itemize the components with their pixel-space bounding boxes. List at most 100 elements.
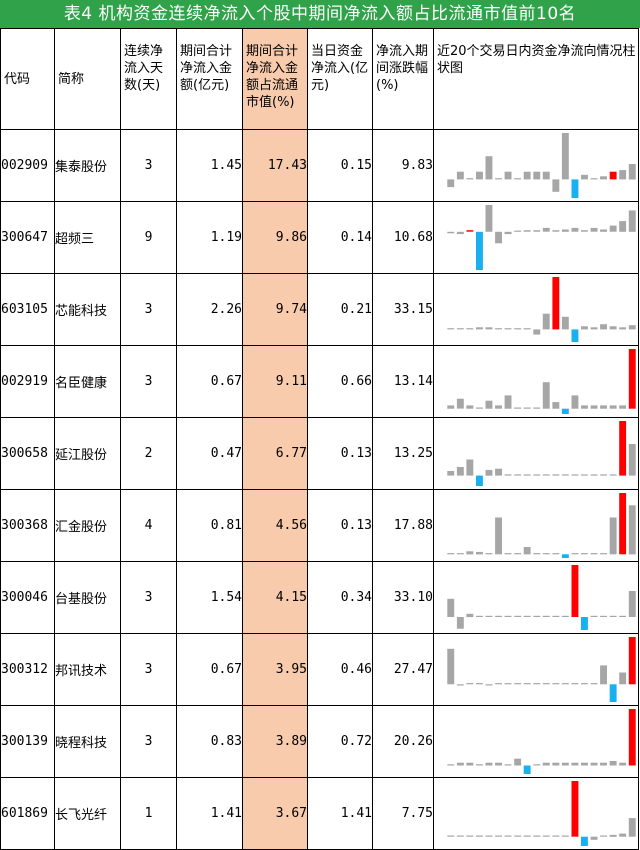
flow-bar [561, 554, 569, 558]
flow-bar [514, 758, 522, 766]
flow-bar [609, 405, 617, 409]
flow-bar [456, 762, 464, 766]
flow-bar [590, 762, 598, 766]
table-row: 002909 集泰股份 3 1.45 17.43 0.15 9.83 [0, 129, 639, 202]
cell-days: 9 [120, 201, 177, 274]
cell-ratio: 3.95 [242, 633, 308, 706]
flow-bar [590, 615, 598, 617]
flow-bar [542, 227, 550, 232]
flow-bar [619, 170, 627, 180]
flow-bar [590, 327, 598, 330]
flow-bar [609, 615, 617, 617]
flow-bar [571, 329, 579, 342]
cell-ratio: 4.15 [242, 561, 308, 634]
flow-bar [619, 833, 627, 837]
header-row: 代码 简称 连续净流入天数(天) 期间合计净流入金额(亿元) 期间合计净流入金额… [0, 28, 639, 130]
flow-bar [571, 565, 579, 617]
cell-sparkline [433, 777, 639, 850]
cell-ratio: 3.67 [242, 777, 308, 850]
flow-bar-chart [447, 637, 636, 702]
flow-bar [542, 313, 550, 330]
flow-bar [523, 407, 531, 409]
flow-bar [542, 553, 550, 555]
flow-bar [619, 493, 627, 555]
cell-change: 13.14 [372, 345, 434, 418]
flow-bar [447, 328, 455, 330]
cell-name: 邦讯技术 [54, 633, 121, 706]
flow-bar [456, 171, 464, 180]
cell-ratio: 9.74 [242, 273, 308, 346]
flow-bar [495, 231, 502, 244]
flow-bar [514, 407, 522, 409]
flow-bar [590, 227, 598, 232]
flow-bar [619, 421, 627, 476]
flow-bar [619, 221, 627, 232]
flow-bar [590, 178, 598, 180]
cell-sparkline [433, 273, 639, 346]
flow-bar [552, 762, 560, 766]
flow-bar [581, 405, 588, 409]
flow-bar [514, 328, 522, 330]
cell-code: 300139 [0, 705, 55, 778]
cell-name: 芯能科技 [54, 273, 121, 346]
flow-bar [542, 171, 550, 180]
flow-bar [619, 327, 627, 330]
flow-bar [571, 179, 579, 198]
flow-bar [628, 210, 636, 232]
flow-bar [542, 382, 550, 409]
flow-bar-chart [447, 421, 636, 486]
flow-bar [552, 835, 560, 837]
flow-bar [485, 156, 493, 180]
flow-bar [476, 835, 483, 837]
flow-bar [628, 444, 636, 476]
flow-bar [609, 761, 617, 766]
flow-bar [466, 762, 474, 766]
flow-bar [466, 178, 474, 180]
header-amount: 期间合计净流入金额(亿元) [176, 28, 243, 130]
table-row: 300046 台基股份 3 1.54 4.15 0.34 33.10 [0, 561, 639, 634]
flow-bar [609, 474, 617, 476]
flow-bar [542, 835, 550, 837]
cell-days: 3 [120, 129, 177, 202]
flow-bar [609, 684, 617, 702]
cell-today: 0.72 [307, 705, 373, 778]
cell-sparkline [433, 489, 639, 562]
flow-bar [495, 328, 502, 330]
cell-today: 0.15 [307, 129, 373, 202]
flow-bar [581, 326, 588, 330]
flow-bar [542, 615, 550, 617]
flow-bar [581, 762, 588, 766]
flow-bar [456, 684, 464, 686]
flow-bar [619, 615, 627, 617]
flow-bar [533, 764, 541, 766]
cell-change: 13.25 [372, 417, 434, 490]
flow-bar [600, 665, 607, 685]
header-code: 代码 [0, 28, 55, 130]
flow-bar [504, 683, 512, 685]
flow-bar [552, 402, 560, 409]
cell-sparkline [433, 705, 639, 778]
flow-bar [476, 231, 483, 270]
cell-today: 0.13 [307, 489, 373, 562]
flow-bar [485, 615, 493, 617]
cell-days: 3 [120, 273, 177, 346]
table-row: 300368 汇金股份 4 0.81 4.56 0.13 17.88 [0, 489, 639, 562]
cell-change: 10.68 [372, 201, 434, 274]
cell-today: 0.14 [307, 201, 373, 274]
cell-change: 9.83 [372, 129, 434, 202]
cell-days: 4 [120, 489, 177, 562]
flow-bar-chart [447, 565, 636, 630]
flow-bar [561, 133, 569, 180]
flow-bar-chart [447, 205, 636, 270]
flow-bar [571, 553, 579, 555]
cell-name: 长飞光纤 [54, 777, 121, 850]
cell-amount: 0.47 [176, 417, 243, 490]
flow-bar [552, 230, 560, 232]
table-row: 300658 延江股份 2 0.47 6.77 0.13 13.25 [0, 417, 639, 490]
flow-bar [485, 327, 493, 330]
flow-bar [552, 683, 560, 685]
flow-bar [495, 615, 502, 617]
flow-bar [485, 469, 493, 476]
cell-today: 0.66 [307, 345, 373, 418]
cell-today: 0.13 [307, 417, 373, 490]
